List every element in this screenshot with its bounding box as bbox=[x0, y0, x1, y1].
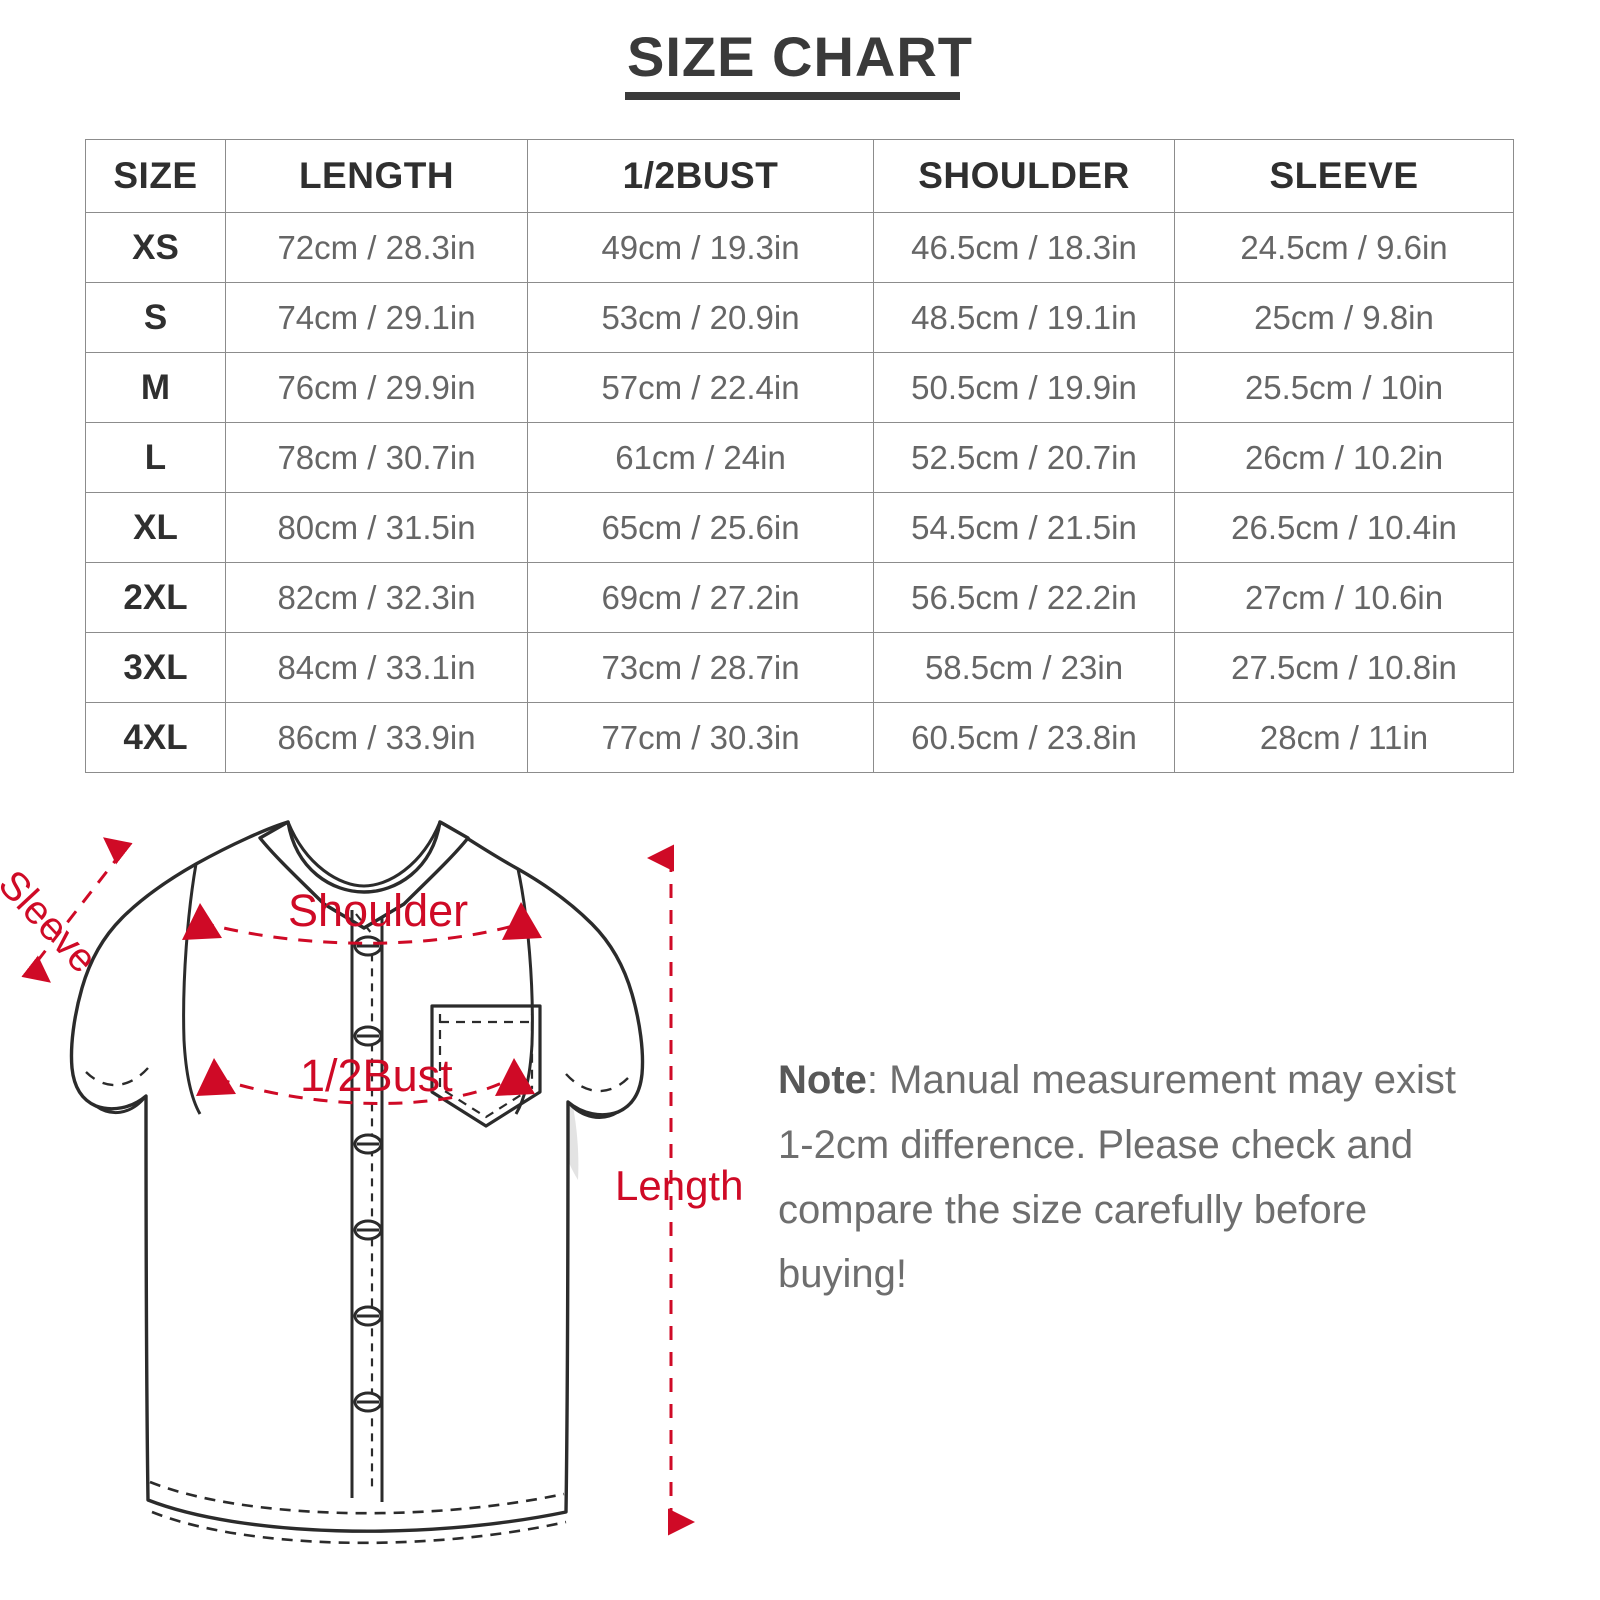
cell-sleeve: 24.5cm / 9.6in bbox=[1174, 212, 1514, 283]
cell-length: 82cm / 32.3in bbox=[225, 562, 528, 633]
cell-bust: 77cm / 30.3in bbox=[527, 702, 874, 773]
shirt-button-icon bbox=[353, 1133, 383, 1155]
note-block: Note: Manual measurement may exist 1-2cm… bbox=[778, 1048, 1478, 1307]
table-row: S 74cm / 29.1in 53cm / 20.9in 48.5cm / 1… bbox=[85, 282, 1514, 353]
right-cuff-edge bbox=[566, 1100, 619, 1119]
shirt-button-icon bbox=[353, 1391, 383, 1413]
table-row: XL 80cm / 31.5in 65cm / 25.6in 54.5cm / … bbox=[85, 492, 1514, 563]
cell-length: 80cm / 31.5in bbox=[225, 492, 528, 563]
cell-length: 74cm / 29.1in bbox=[225, 282, 528, 353]
table-row: XS 72cm / 28.3in 49cm / 19.3in 46.5cm / … bbox=[85, 212, 1514, 283]
table-row: 3XL 84cm / 33.1in 73cm / 28.7in 58.5cm /… bbox=[85, 632, 1514, 703]
cell-size: XS bbox=[85, 212, 226, 283]
title-block: SIZE CHART bbox=[0, 25, 1600, 88]
cell-size: 3XL bbox=[85, 632, 226, 703]
bust-right-arrowhead bbox=[495, 1058, 535, 1096]
cell-bust: 69cm / 27.2in bbox=[527, 562, 874, 633]
chest-pocket bbox=[430, 1004, 542, 1128]
page-title: SIZE CHART bbox=[627, 25, 973, 88]
right-cuff-stitch bbox=[565, 1073, 629, 1093]
shirt-body-group bbox=[69, 820, 645, 1545]
label-half-bust: 1/2Bust bbox=[300, 1050, 453, 1101]
cell-size: XL bbox=[85, 492, 226, 563]
label-length: Length bbox=[615, 1162, 744, 1209]
table-row: 2XL 82cm / 32.3in 69cm / 27.2in 56.5cm /… bbox=[85, 562, 1514, 633]
hem-stitch-upper bbox=[149, 1480, 565, 1515]
cell-shoulder: 50.5cm / 19.9in bbox=[873, 352, 1175, 423]
shirt-illustration-icon bbox=[21, 820, 695, 1545]
column-header-shoulder: SHOULDER bbox=[873, 139, 1175, 213]
button-group bbox=[353, 935, 383, 1413]
table-row: M 76cm / 29.9in 57cm / 22.4in 50.5cm / 1… bbox=[85, 352, 1514, 423]
cell-shoulder: 48.5cm / 19.1in bbox=[873, 282, 1175, 353]
cell-bust: 57cm / 22.4in bbox=[527, 352, 874, 423]
cell-bust: 49cm / 19.3in bbox=[527, 212, 874, 283]
cell-length: 84cm / 33.1in bbox=[225, 632, 528, 703]
column-header-sleeve: SLEEVE bbox=[1174, 139, 1514, 213]
note-text: : Manual measurement may exist 1-2cm dif… bbox=[778, 1058, 1457, 1297]
collar-right-point bbox=[363, 837, 470, 930]
cell-sleeve: 27.5cm / 10.8in bbox=[1174, 632, 1514, 703]
cell-sleeve: 26.5cm / 10.4in bbox=[1174, 492, 1514, 563]
collar-left-point bbox=[258, 837, 365, 930]
placket-stitch bbox=[355, 913, 374, 1490]
cell-bust: 53cm / 20.9in bbox=[527, 282, 874, 353]
size-chart-table: SIZE LENGTH 1/2BUST SHOULDER SLEEVE XS 7… bbox=[85, 139, 1514, 773]
cell-size: L bbox=[85, 422, 226, 493]
shoulder-left-arrowhead bbox=[182, 903, 222, 940]
table-row: L 78cm / 30.7in 61cm / 24in 52.5cm / 20.… bbox=[85, 422, 1514, 493]
shirt-button-icon bbox=[353, 1305, 383, 1327]
shirt-button-icon bbox=[353, 1025, 383, 1047]
column-header-bust: 1/2BUST bbox=[527, 139, 874, 213]
title-underline-rule bbox=[625, 92, 960, 100]
left-armhole-seam bbox=[182, 863, 202, 1115]
hem-stitch-lower bbox=[151, 1510, 567, 1545]
cell-size: 4XL bbox=[85, 702, 226, 773]
shirt-button-icon bbox=[353, 935, 383, 957]
cell-shoulder: 46.5cm / 18.3in bbox=[873, 212, 1175, 283]
cell-bust: 73cm / 28.7in bbox=[527, 632, 874, 703]
cell-shoulder: 58.5cm / 23in bbox=[873, 632, 1175, 703]
shoulder-right-arrowhead bbox=[502, 902, 542, 940]
cell-sleeve: 25.5cm / 10in bbox=[1174, 352, 1514, 423]
cell-length: 76cm / 29.9in bbox=[225, 352, 528, 423]
column-header-size: SIZE bbox=[85, 139, 226, 213]
left-cuff-edge bbox=[95, 1095, 148, 1115]
shirt-button-icon bbox=[353, 1219, 383, 1241]
table-header-row: SIZE LENGTH 1/2BUST SHOULDER SLEEVE bbox=[85, 139, 1514, 213]
cell-length: 78cm / 30.7in bbox=[225, 422, 528, 493]
cell-shoulder: 52.5cm / 20.7in bbox=[873, 422, 1175, 493]
cell-sleeve: 28cm / 11in bbox=[1174, 702, 1514, 773]
cell-sleeve: 26cm / 10.2in bbox=[1174, 422, 1514, 493]
cell-size: S bbox=[85, 282, 226, 353]
shirt-measurement-diagram bbox=[0, 800, 760, 1590]
cell-sleeve: 27cm / 10.6in bbox=[1174, 562, 1514, 633]
cell-length: 86cm / 33.9in bbox=[225, 702, 528, 773]
cell-sleeve: 25cm / 9.8in bbox=[1174, 282, 1514, 353]
column-header-length: LENGTH bbox=[225, 139, 528, 213]
cell-shoulder: 60.5cm / 23.8in bbox=[873, 702, 1175, 773]
note-label: Note bbox=[778, 1058, 867, 1102]
cell-size: 2XL bbox=[85, 562, 226, 633]
left-cuff-stitch bbox=[85, 1067, 149, 1087]
collar-inner-edge bbox=[286, 821, 442, 888]
cell-length: 72cm / 28.3in bbox=[225, 212, 528, 283]
measurement-guides bbox=[21, 837, 695, 1536]
shoulder-guide-line bbox=[199, 920, 521, 945]
table-row: 4XL 86cm / 33.9in 77cm / 30.3in 60.5cm /… bbox=[85, 702, 1514, 773]
cell-bust: 65cm / 25.6in bbox=[527, 492, 874, 563]
bust-left-arrowhead bbox=[196, 1058, 236, 1096]
cell-bust: 61cm / 24in bbox=[527, 422, 874, 493]
label-shoulder: Shoulder bbox=[288, 885, 469, 936]
cell-shoulder: 56.5cm / 22.2in bbox=[873, 562, 1175, 633]
cell-shoulder: 54.5cm / 21.5in bbox=[873, 492, 1175, 563]
cell-size: M bbox=[85, 352, 226, 423]
